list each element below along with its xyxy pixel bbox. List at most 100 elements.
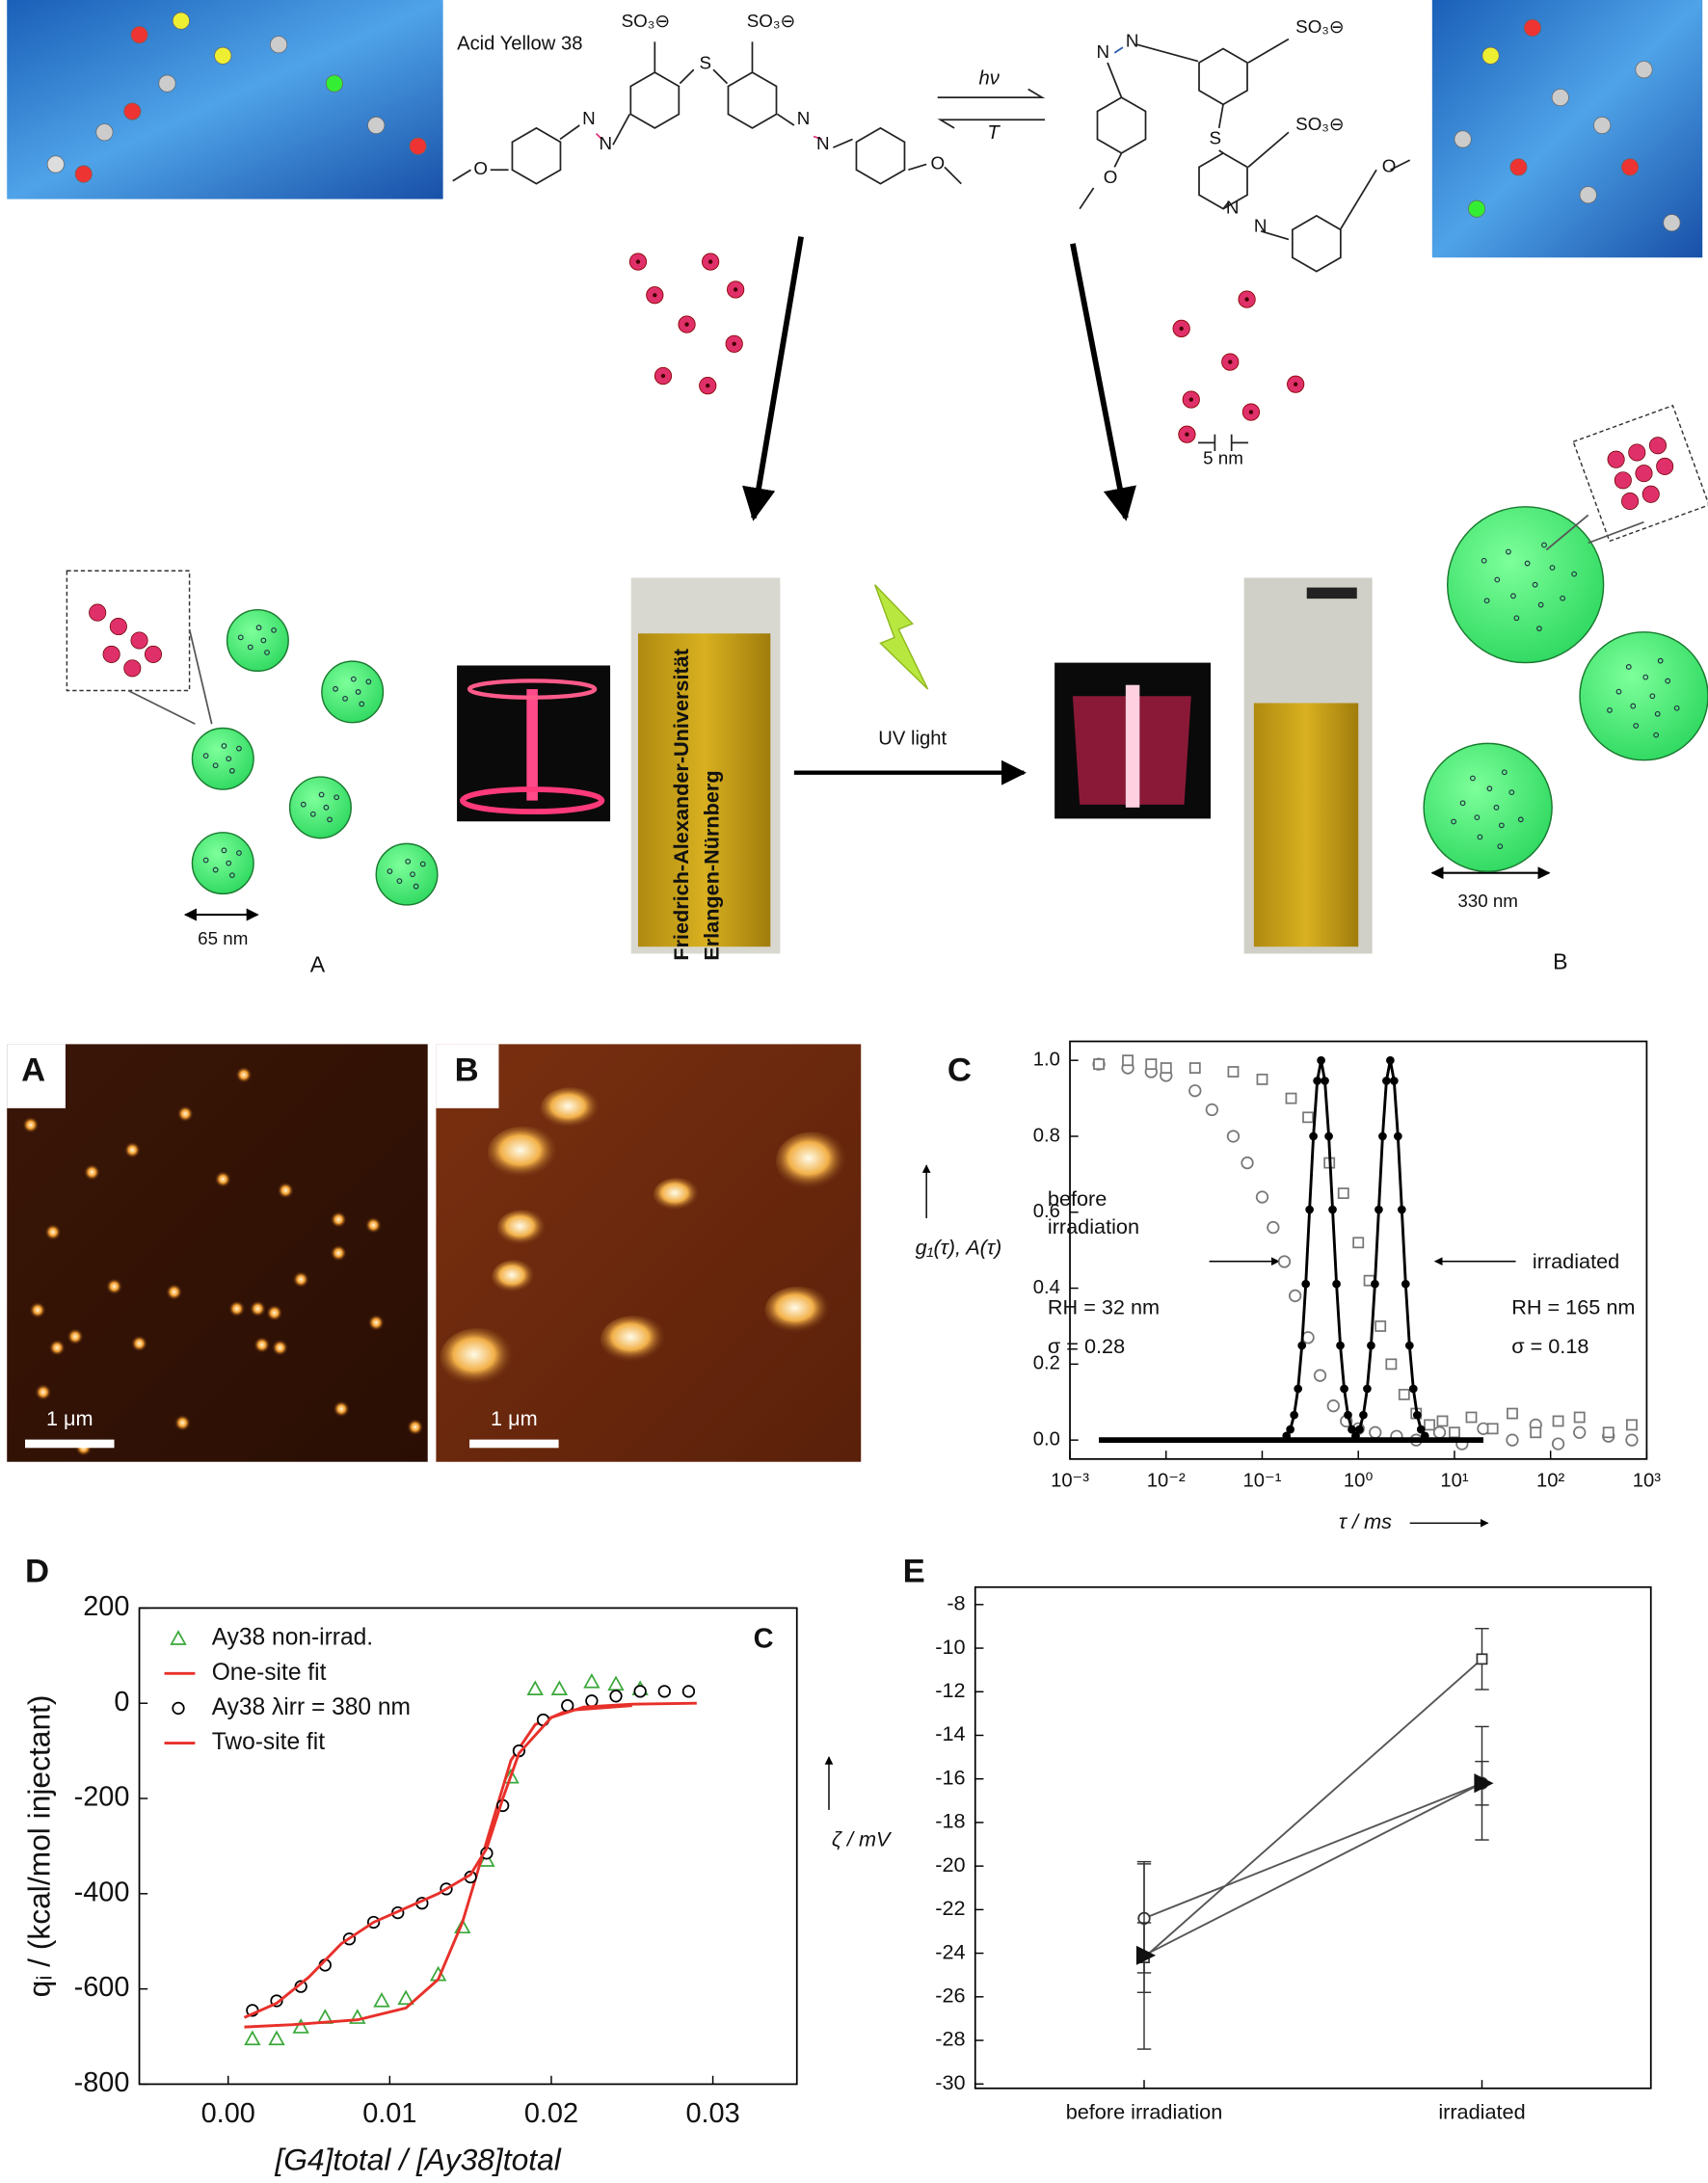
inset-particle (1607, 450, 1625, 468)
point (1393, 1131, 1402, 1141)
bond (1390, 159, 1411, 172)
y-tick-label: -22 (935, 1896, 965, 1920)
point (1401, 1279, 1410, 1289)
micelle-dot (365, 679, 372, 685)
ring (1198, 47, 1248, 106)
micelle-dot (1615, 688, 1622, 695)
molecule-render-right (1431, 0, 1703, 258)
point (1465, 1411, 1478, 1424)
point (1297, 1341, 1307, 1350)
vial-tape (1306, 587, 1357, 599)
afm-particle (764, 1286, 832, 1334)
micelle-dot (1607, 707, 1613, 713)
point (1267, 1220, 1280, 1235)
point (1552, 1415, 1564, 1427)
micelle-dot (1537, 601, 1544, 608)
y-tick-label: -800 (74, 2067, 130, 2098)
inset-particle (1648, 437, 1668, 455)
x-tick-label: irradiated (1438, 2099, 1525, 2123)
afm-particle (492, 1260, 537, 1293)
inset-particle (89, 603, 107, 622)
micelle-dot (413, 883, 419, 890)
micelle-dot (327, 816, 333, 823)
y-tick-label: -600 (74, 1972, 130, 2003)
point (1294, 1384, 1303, 1394)
micelle (375, 842, 439, 906)
atom: O (473, 158, 488, 178)
particle-core (706, 383, 710, 388)
point (1355, 1424, 1364, 1434)
afm-features (22, 1066, 849, 1456)
inset-particle (1614, 471, 1632, 490)
bond (944, 166, 962, 185)
molecule-render-left (7, 0, 443, 200)
micelle (226, 608, 289, 672)
atom-ball (1481, 46, 1500, 65)
x-tick-label: 10¹ (1440, 1470, 1468, 1491)
vial-label: Friedrich-Alexander-Universität Erlangen… (669, 649, 724, 961)
y-tick-label: 0.2 (1033, 1353, 1060, 1374)
point (1389, 1077, 1399, 1085)
micelle-dot (1532, 581, 1538, 588)
particle-core (660, 373, 666, 379)
afm-particle (249, 1300, 267, 1318)
lightning (874, 584, 929, 690)
point (1324, 1131, 1333, 1141)
bond (188, 628, 213, 725)
bond (712, 68, 729, 85)
micelle-dot (419, 861, 426, 867)
particle-core (707, 259, 713, 264)
atom: N (1096, 41, 1109, 62)
series-line (1354, 1059, 1427, 1437)
micelle-dot (236, 745, 242, 752)
point (1348, 1424, 1356, 1434)
particle-core (1179, 326, 1184, 332)
point (1432, 1425, 1447, 1439)
micelle-dot (1673, 705, 1680, 711)
point (172, 1701, 185, 1716)
y-tick-label: -30 (935, 2070, 965, 2094)
point (268, 2030, 285, 2046)
x-tick-label: 10⁻² (1147, 1470, 1186, 1491)
atom: S (700, 52, 712, 72)
bond (813, 135, 823, 141)
charts: C 0.0 0.2 0.4 0.6 0.8 1.0 10⁻³ 10⁻² 10⁻¹ 10⁰ 10¹ 10²… (22, 1040, 1661, 2177)
laser-ring (459, 786, 605, 815)
atom-ball (1663, 214, 1681, 232)
micelle-dot (1654, 710, 1661, 717)
point (1602, 1426, 1615, 1439)
afm-panels: A B 1 μm 1 μm (7, 1044, 862, 1462)
point (1241, 1156, 1254, 1170)
point (681, 1685, 696, 1698)
annotation: RH = 165 nm (1511, 1295, 1635, 1319)
micelle-dot (255, 625, 262, 631)
particle-core (732, 341, 736, 346)
point (1301, 1279, 1311, 1289)
micelle-dot (1665, 678, 1671, 684)
annotation: irradiated (1533, 1249, 1619, 1273)
point (1416, 1424, 1426, 1434)
atom: N (600, 133, 613, 153)
afm-particle (235, 1066, 253, 1083)
atom: SO₃⊖ (1295, 16, 1344, 37)
x-tick-label: 10⁻¹ (1243, 1470, 1282, 1491)
inset-particle (1641, 485, 1660, 503)
y-tick-label: -24 (935, 1939, 965, 1963)
ring (1198, 151, 1248, 210)
micelle-dot (1474, 814, 1481, 821)
atom-ball (1523, 18, 1541, 37)
uv-label: UV light (878, 728, 947, 749)
point (1188, 1084, 1202, 1098)
bond (127, 689, 196, 725)
atom: SO₃⊖ (747, 11, 795, 31)
point (1328, 1205, 1337, 1214)
x-axis-label: τ / ms (1339, 1509, 1392, 1533)
ring (629, 71, 681, 129)
point (1277, 1255, 1292, 1268)
point (1290, 1410, 1298, 1420)
afm-particle (22, 1116, 40, 1133)
point (1309, 1131, 1318, 1141)
afm-particle (487, 1126, 561, 1180)
point (1188, 1062, 1201, 1074)
legend-label: One-site fit (212, 1660, 327, 1686)
